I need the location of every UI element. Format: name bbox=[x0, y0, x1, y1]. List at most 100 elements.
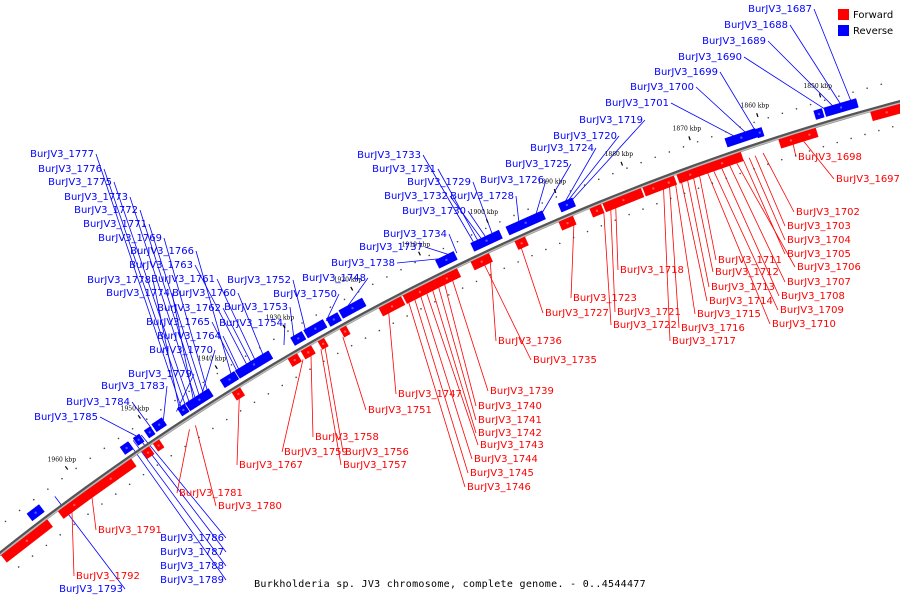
gene-label: BurJV3_1744 bbox=[474, 454, 538, 465]
leader-line bbox=[669, 186, 680, 329]
gene-shading bbox=[565, 203, 569, 207]
leader-line bbox=[281, 359, 304, 453]
minor-tick bbox=[753, 167, 755, 170]
reverse-gene bbox=[325, 312, 342, 327]
leader-line bbox=[681, 181, 708, 302]
reverse-gene bbox=[185, 388, 214, 412]
legend-forward-label: Forward bbox=[853, 10, 893, 21]
minor-tick bbox=[753, 121, 755, 124]
leader-line bbox=[310, 354, 314, 438]
minor-tick bbox=[428, 254, 431, 257]
gene-shading bbox=[351, 306, 354, 310]
gene-label: BurJV3_1787 bbox=[160, 547, 224, 558]
minor-tick bbox=[156, 464, 159, 466]
gene-label: BurJV3_1718 bbox=[620, 265, 684, 276]
gene-label: BurJV3_1775 bbox=[48, 177, 112, 188]
minor-tick bbox=[47, 488, 49, 490]
leader-line bbox=[176, 429, 190, 494]
gene-label: BurJV3_1746 bbox=[467, 482, 531, 493]
minor-tick bbox=[406, 315, 408, 317]
minor-tick bbox=[244, 355, 247, 357]
gene-label: BurJV3_1698 bbox=[798, 152, 862, 163]
leader-line bbox=[71, 511, 75, 577]
reverse-gene bbox=[290, 331, 307, 346]
gene-shading bbox=[293, 358, 296, 362]
minor-tick bbox=[414, 261, 416, 264]
minor-tick bbox=[809, 103, 812, 106]
tick-label: 1860 kbp bbox=[741, 102, 770, 109]
major-tick bbox=[818, 93, 822, 98]
tick-label: 1880 kbp bbox=[605, 151, 634, 158]
minor-tick bbox=[531, 254, 533, 257]
minor-tick bbox=[781, 112, 784, 115]
gene-shading bbox=[73, 503, 76, 507]
reverse-gene bbox=[557, 197, 577, 213]
minor-tick bbox=[475, 280, 478, 283]
leader-line bbox=[128, 442, 227, 581]
gene-label: BurJV3_1778 bbox=[87, 275, 151, 286]
reverse-gene bbox=[234, 350, 274, 379]
leader-line bbox=[534, 179, 547, 218]
leader-line bbox=[325, 293, 340, 322]
leader-line bbox=[95, 153, 182, 409]
minor-tick bbox=[461, 287, 464, 289]
leader-line bbox=[129, 196, 196, 400]
forward-gene bbox=[84, 458, 137, 500]
minor-tick bbox=[253, 401, 256, 404]
leader-line bbox=[663, 188, 671, 342]
leader-line bbox=[152, 279, 180, 410]
gene-shading bbox=[485, 239, 488, 242]
gene-shading bbox=[480, 260, 483, 263]
minor-tick bbox=[202, 381, 205, 384]
gene-label: BurJV3_1699 bbox=[654, 67, 718, 78]
minor-tick bbox=[142, 473, 145, 476]
forward-gene bbox=[0, 519, 53, 563]
gene-label: BurJV3_1724 bbox=[530, 143, 594, 154]
minor-tick bbox=[795, 108, 798, 110]
minor-tick bbox=[891, 125, 894, 128]
legend-reverse-label: Reverse bbox=[853, 26, 893, 37]
reverse-gene bbox=[219, 371, 240, 389]
gene-label: BurJV3_1687 bbox=[748, 4, 812, 15]
minor-tick bbox=[160, 408, 162, 411]
gene-label: BurJV3_1743 bbox=[480, 440, 544, 451]
leader-line bbox=[132, 440, 227, 567]
major-tick bbox=[688, 136, 691, 141]
map-caption: Burkholderia sp. JV3 chromosome, complet… bbox=[254, 579, 646, 590]
gene-label: BurJV3_1725 bbox=[505, 159, 569, 170]
reverse-gene bbox=[823, 98, 859, 117]
minor-tick bbox=[301, 322, 303, 324]
minor-tick bbox=[767, 163, 769, 165]
gene-label: BurJV3_1727 bbox=[545, 308, 609, 319]
minor-tick bbox=[131, 427, 134, 430]
forward-gene bbox=[432, 268, 462, 289]
gene-label: BurJV3_1710 bbox=[772, 319, 836, 330]
gene-shading bbox=[689, 173, 692, 176]
gene-shading bbox=[237, 392, 240, 396]
gene-label: BurJV3_1704 bbox=[787, 235, 851, 246]
minor-tick bbox=[216, 372, 219, 375]
leader-line bbox=[163, 237, 208, 392]
minor-tick bbox=[184, 445, 186, 448]
gene-shading bbox=[595, 209, 599, 213]
leader-line bbox=[103, 168, 186, 406]
minor-tick bbox=[188, 390, 190, 393]
gene-label: BurJV3_1780 bbox=[218, 501, 282, 512]
gene-shading bbox=[182, 408, 185, 412]
forward-gene bbox=[870, 103, 900, 122]
leader-line bbox=[762, 152, 795, 213]
leader-line bbox=[236, 397, 240, 466]
gene-shading bbox=[652, 187, 655, 190]
gene-label: BurJV3_1793 bbox=[59, 584, 123, 595]
leader-line bbox=[570, 224, 575, 299]
leader-line bbox=[728, 164, 786, 283]
gene-label: BurJV3_1752 bbox=[227, 275, 291, 286]
gene-label: BurJV3_1716 bbox=[681, 323, 745, 334]
minor-tick bbox=[696, 140, 699, 143]
leader-line bbox=[615, 206, 619, 271]
gene-labels: BurJV3_1687 BurJV3_1688 BurJV3_1689 BurJV3_… bbox=[30, 4, 900, 595]
gene-label: BurJV3_1731 bbox=[372, 164, 436, 175]
minor-tick bbox=[725, 131, 727, 133]
leader-line bbox=[540, 163, 572, 215]
leader-line bbox=[452, 279, 489, 392]
